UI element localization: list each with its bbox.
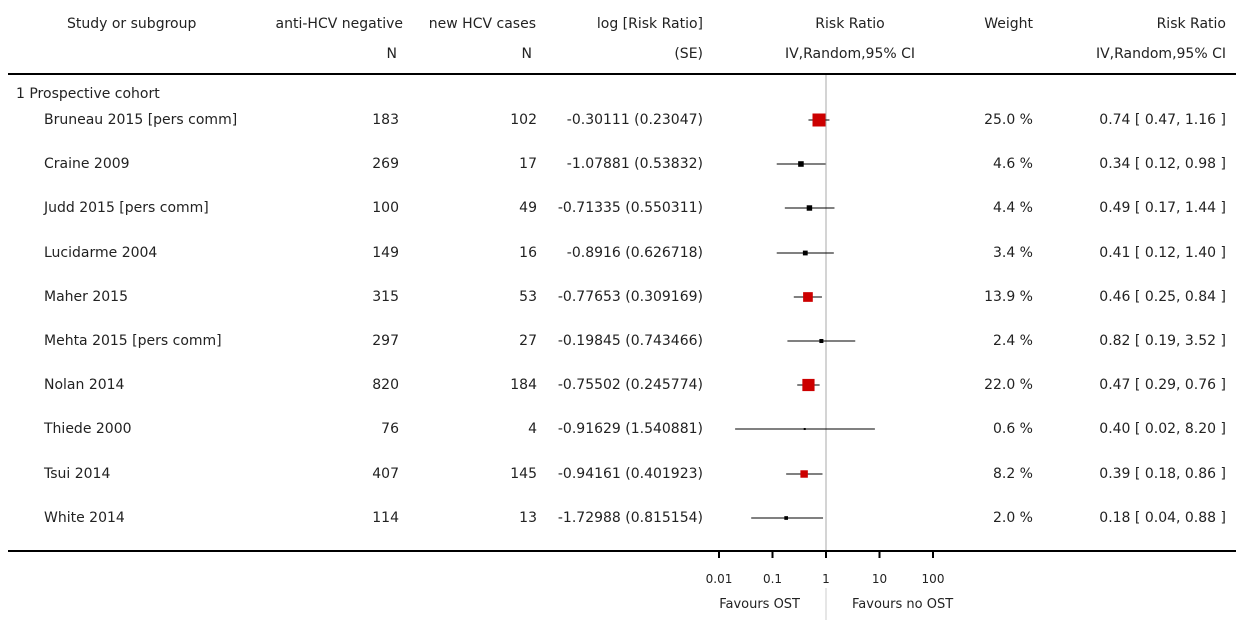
study-ci-text: 0.46 [ 0.25, 0.84 ] [1099,289,1226,305]
header-logrr: log [Risk Ratio] [596,16,703,32]
study-logrr-se: -0.77653 (0.309169) [557,289,703,305]
study-weight: 2.0 % [992,510,1033,526]
header-rr-plot: Risk Ratio [815,16,885,32]
point-estimate-marker [812,113,826,127]
study-logrr-se: -0.94161 (0.401923) [557,466,703,482]
study-n-negative: 76 [381,421,399,437]
study-logrr-se: -0.71335 (0.550311) [557,200,703,216]
study-logrr-se: -0.30111 (0.23047) [566,112,703,128]
footer-rule [8,550,1236,552]
axis-tick-label: 0.1 [763,572,782,586]
header-cases-n-unit: N [521,46,532,62]
study-n-cases: 184 [510,377,537,393]
favours-right-label: Favours no OST [852,597,954,612]
point-estimate-marker [802,378,815,392]
study-name: Nolan 2014 [44,377,125,393]
point-estimate-marker [802,250,808,256]
point-estimate-marker [803,292,813,302]
study-ci-text: 0.41 [ 0.12, 1.40 ] [1099,245,1226,261]
study-ci-text: 0.18 [ 0.04, 0.88 ] [1099,510,1226,526]
study-weight: 8.2 % [992,466,1033,482]
study-n-negative: 149 [372,245,399,261]
study-weight: 4.4 % [992,200,1033,216]
study-weight: 3.4 % [992,245,1033,261]
study-weight: 13.9 % [984,289,1033,305]
study-n-negative: 407 [372,466,399,482]
axis-tick-label: 1 [822,572,830,586]
study-weight: 25.0 % [984,112,1033,128]
study-ci-text: 0.47 [ 0.29, 0.76 ] [1099,377,1226,393]
study-ci-text: 0.74 [ 0.47, 1.16 ] [1099,112,1226,128]
study-weight: 0.6 % [992,421,1033,437]
header-weight: Weight [984,16,1033,32]
study-n-cases: 4 [528,421,537,437]
study-n-cases: 27 [519,333,537,349]
study-name: Lucidarme 2004 [44,245,158,261]
study-n-cases: 49 [519,200,537,216]
header-cases-n: new HCV cases [428,16,536,32]
favours-left-label: Favours OST [719,597,800,612]
study-name: Tsui 2014 [44,466,111,482]
header-rule [8,73,1236,75]
study-name: Thiede 2000 [44,421,132,437]
study-ci-text: 0.34 [ 0.12, 0.98 ] [1099,156,1226,172]
axis-tick-label: 100 [922,572,945,586]
study-weight: 22.0 % [984,377,1033,393]
study-logrr-se: -1.72988 (0.815154) [557,510,703,526]
header-rr-text: Risk Ratio [1156,16,1226,32]
axis-tick-label: 0.01 [706,572,733,586]
point-estimate-marker [784,516,788,520]
point-estimate-marker [806,205,813,211]
study-n-cases: 145 [510,466,537,482]
study-n-negative: 315 [372,289,399,305]
study-n-negative: 114 [372,510,399,526]
study-name: Judd 2015 [pers comm] [44,200,209,216]
study-name: Maher 2015 [44,289,128,305]
header-rr-text-method: IV,Random,95% CI [1095,46,1226,62]
study-n-cases: 53 [519,289,537,305]
point-estimate-marker [803,427,806,431]
study-ci-text: 0.39 [ 0.18, 0.86 ] [1099,466,1226,482]
study-name: Bruneau 2015 [pers comm] [44,112,238,128]
study-n-negative: 183 [372,112,399,128]
study-n-cases: 16 [519,245,537,261]
study-n-negative: 297 [372,333,399,349]
axis-tick-label: 10 [872,572,887,586]
header-study: Study or subgroup [67,16,197,32]
study-n-negative: 100 [372,200,399,216]
point-estimate-marker [798,161,804,167]
study-n-negative: 820 [372,377,399,393]
study-logrr-se: -0.75502 (0.245774) [557,377,703,393]
header-neg-n: anti-HCV negative [275,16,403,32]
study-n-cases: 17 [519,156,537,172]
study-ci-text: 0.40 [ 0.02, 8.20 ] [1099,421,1226,437]
study-n-cases: 13 [519,510,537,526]
study-logrr-se: -1.07881 (0.53832) [566,156,703,172]
study-logrr-se: -0.8916 (0.626718) [566,245,703,261]
point-estimate-marker [800,470,808,478]
subgroup-label: 1 Prospective cohort [16,86,160,102]
study-ci-text: 0.49 [ 0.17, 1.44 ] [1099,200,1226,216]
study-logrr-se: -0.19845 (0.743466) [557,333,703,349]
study-ci-text: 0.82 [ 0.19, 3.52 ] [1099,333,1226,349]
header-logrr-se: (SE) [674,46,703,62]
header-neg-n-unit: N [386,46,397,62]
study-name: Craine 2009 [44,156,130,172]
study-n-negative: 269 [372,156,399,172]
point-estimate-marker [819,338,824,344]
study-weight: 2.4 % [992,333,1033,349]
study-logrr-se: -0.91629 (1.540881) [557,421,703,437]
study-n-cases: 102 [510,112,537,128]
study-name: White 2014 [44,510,125,526]
header-rr-plot-method: IV,Random,95% CI [784,46,916,62]
study-weight: 4.6 % [992,156,1033,172]
study-name: Mehta 2015 [pers comm] [44,333,222,349]
